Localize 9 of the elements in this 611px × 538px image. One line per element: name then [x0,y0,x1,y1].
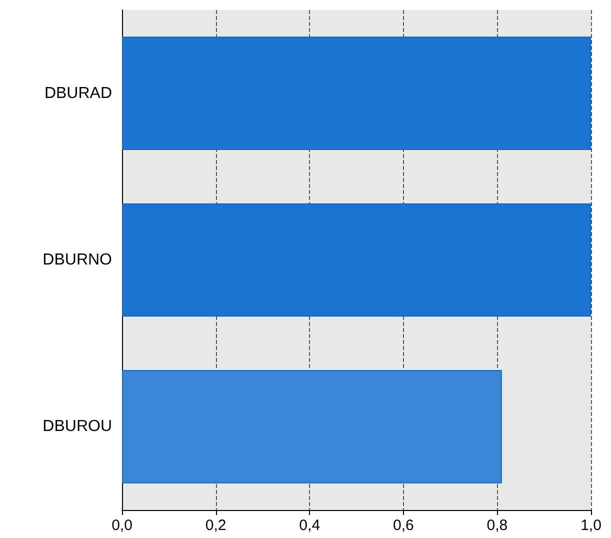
x-tick-label: 0,2 [205,517,226,534]
x-tick-label: 1,0 [580,517,602,534]
y-tick-label: DBUROU [42,418,112,436]
x-tick-label: 0,0 [112,517,132,534]
x-tick-label: 0,6 [392,517,414,534]
y-tick-label: DBURAD [44,84,112,102]
x-tick-label: 0,8 [486,517,508,534]
x-tick-label: 0,4 [299,517,320,534]
y-tick-label: DBURNO [42,252,112,268]
